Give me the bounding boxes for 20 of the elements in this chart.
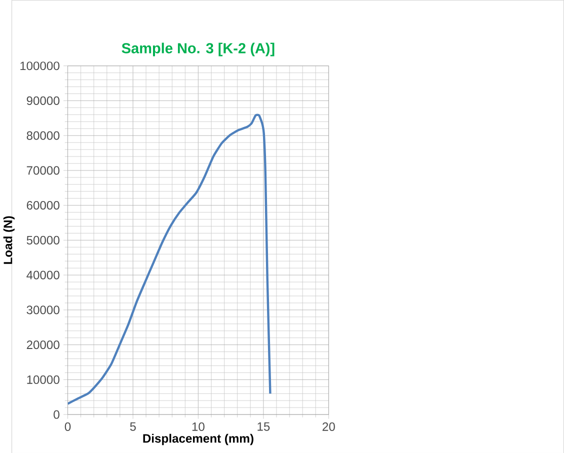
x-tick-label: 15 <box>258 422 270 431</box>
chart-title: Sample No. 3 [K-2 (A)] <box>122 42 274 56</box>
y-axis-title: Load (N) <box>3 216 15 264</box>
line-series <box>68 114 272 405</box>
y-tick-label: 90000 <box>26 96 60 105</box>
x-axis-title: Displacement (mm) <box>143 434 254 445</box>
y-tick-label: 0 <box>54 410 60 419</box>
y-tick-label: 100000 <box>20 61 60 70</box>
y-tick-label: 60000 <box>26 200 60 210</box>
x-tick-label: 20 <box>322 422 335 431</box>
y-tick-label: 80000 <box>26 131 60 140</box>
x-tick-label: 5 <box>130 422 136 431</box>
x-tick-label: 0 <box>64 422 71 431</box>
y-tick-label: 50000 <box>26 236 60 244</box>
x-tick-label: 10 <box>192 422 204 431</box>
y-tick-label: 40000 <box>26 270 60 280</box>
y-tick-label: 70000 <box>26 166 60 174</box>
y-tick-label: 30000 <box>26 305 60 314</box>
y-tick-label: 20000 <box>26 340 60 349</box>
y-tick-label: 10000 <box>27 375 60 384</box>
